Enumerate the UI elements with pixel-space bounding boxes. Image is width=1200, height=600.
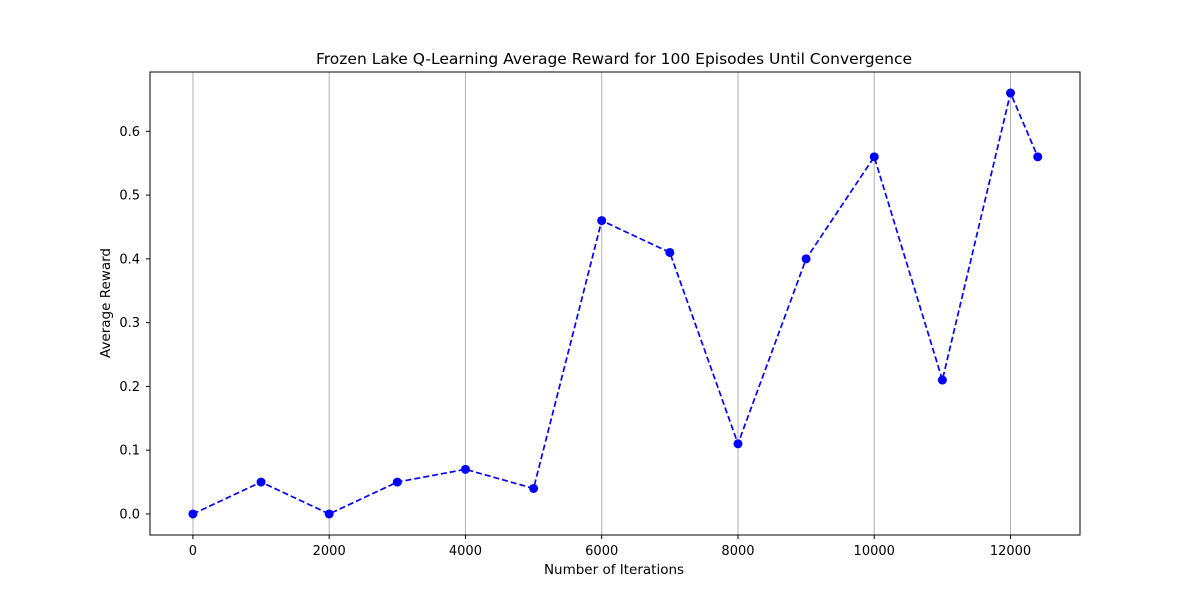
series-layer [188, 88, 1043, 519]
data-point [665, 247, 675, 257]
data-point [256, 477, 266, 487]
y-tick-label: 0.6 [119, 125, 140, 140]
data-point [1033, 152, 1043, 162]
data-point [460, 464, 470, 474]
grid [192, 72, 1012, 535]
series-line [192, 90, 1039, 515]
data-point [529, 483, 539, 493]
x-tick-label: 6000 [585, 544, 618, 559]
x-tick-label: 8000 [721, 544, 754, 559]
data-point [1006, 88, 1016, 98]
y-tick-label: 0.4 [119, 252, 140, 267]
x-tick-label: 10000 [854, 544, 895, 559]
x-tick-label: 2000 [313, 544, 346, 559]
data-point [801, 254, 811, 264]
chart-title: Frozen Lake Q-Learning Average Reward fo… [316, 50, 912, 68]
data-point [937, 375, 947, 385]
y-tick-label: 0.3 [119, 316, 140, 331]
ticks: 0 2000 4000 6000 8000 10000 12000 0.0 0.1 0.2 0.3 0… [119, 125, 1031, 559]
x-axis-title: Number of Iterations [544, 562, 684, 578]
data-point [188, 509, 198, 519]
y-tick-label: 0.5 [119, 189, 140, 204]
data-point [324, 509, 334, 519]
y-axis-title: Average Reward [98, 248, 114, 358]
data-point [733, 439, 743, 449]
y-tick-label: 0.2 [119, 380, 140, 395]
data-point [597, 216, 607, 226]
x-tick-label: 4000 [449, 544, 482, 559]
plot-frame [149, 71, 1081, 536]
y-tick-label: 0.1 [119, 444, 140, 459]
y-tick-label: 0.0 [119, 507, 140, 522]
data-point [869, 152, 879, 162]
data-point [392, 477, 402, 487]
x-tick-label: 0 [189, 544, 197, 559]
x-tick-label: 12000 [990, 544, 1031, 559]
